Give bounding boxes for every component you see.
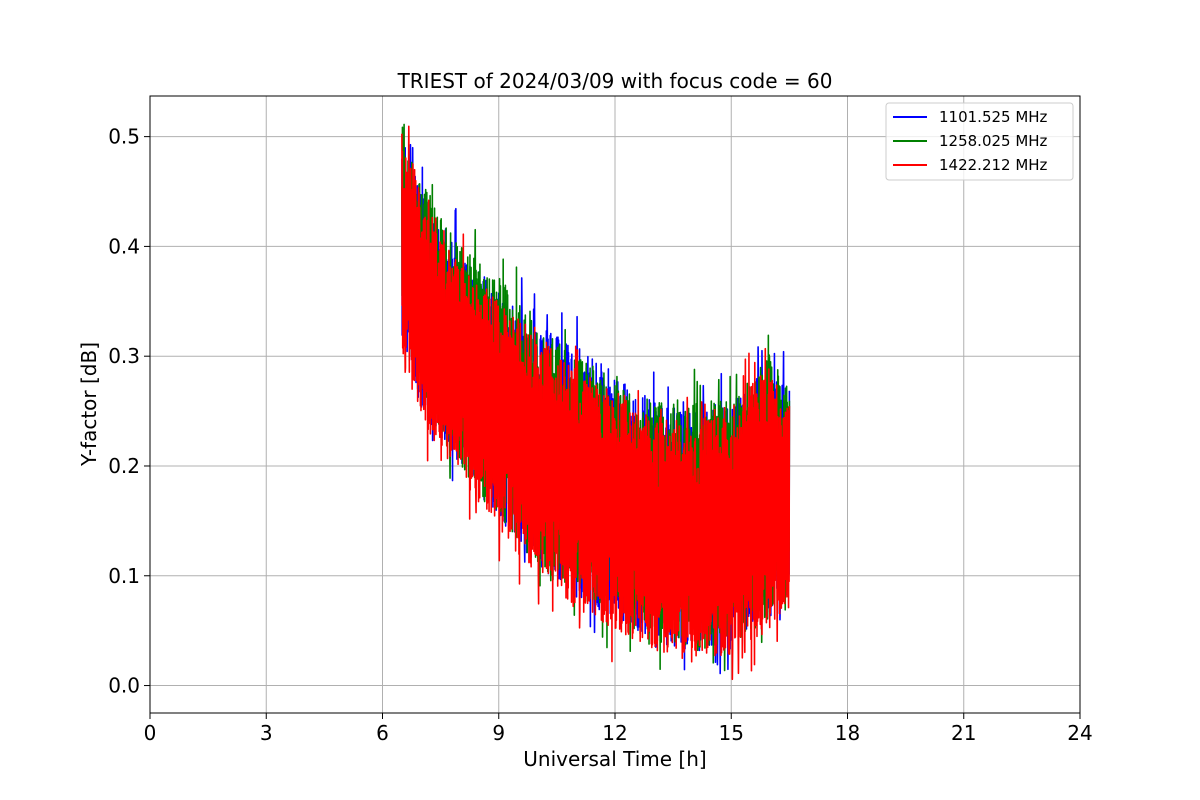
chart-title: TRIEST of 2024/03/09 with focus code = 6…	[397, 69, 833, 93]
legend: 1101.525 MHz 1258.025 MHz 1422.212 MHz	[885, 102, 1074, 181]
x-tick-label: 21	[951, 721, 976, 745]
legend-box	[885, 102, 1074, 181]
x-tick-label: 6	[376, 721, 389, 745]
x-tick-label: 3	[260, 721, 273, 745]
legend-label-2: 1258.025 MHz	[939, 132, 1048, 150]
x-tick-label: 15	[719, 721, 744, 745]
series-layer	[401, 123, 791, 681]
x-tick-label: 0	[144, 721, 157, 745]
y-tick-label: 0.5	[108, 125, 140, 149]
x-tick-label: 12	[602, 721, 627, 745]
legend-label-3: 1422.212 MHz	[939, 156, 1048, 174]
legend-label-1: 1101.525 MHz	[939, 108, 1048, 126]
y-tick-label: 0.1	[108, 564, 140, 588]
y-axis-label: Y-factor [dB]	[77, 342, 101, 467]
x-tick-label: 9	[492, 721, 505, 745]
y-tick-label: 0.2	[108, 454, 140, 478]
y-tick-label: 0.3	[108, 344, 140, 368]
x-axis-label: Universal Time [h]	[523, 747, 706, 771]
ticks: 0 3 6 9 12 15 18 21 24 0.0 0.1 0.2 0.3 0.4 0.5	[108, 125, 1093, 745]
y-tick-label: 0.4	[108, 234, 140, 258]
x-tick-label: 18	[835, 721, 860, 745]
x-tick-label: 24	[1067, 721, 1092, 745]
series-line-3	[401, 125, 791, 681]
y-tick-label: 0.0	[108, 674, 140, 698]
